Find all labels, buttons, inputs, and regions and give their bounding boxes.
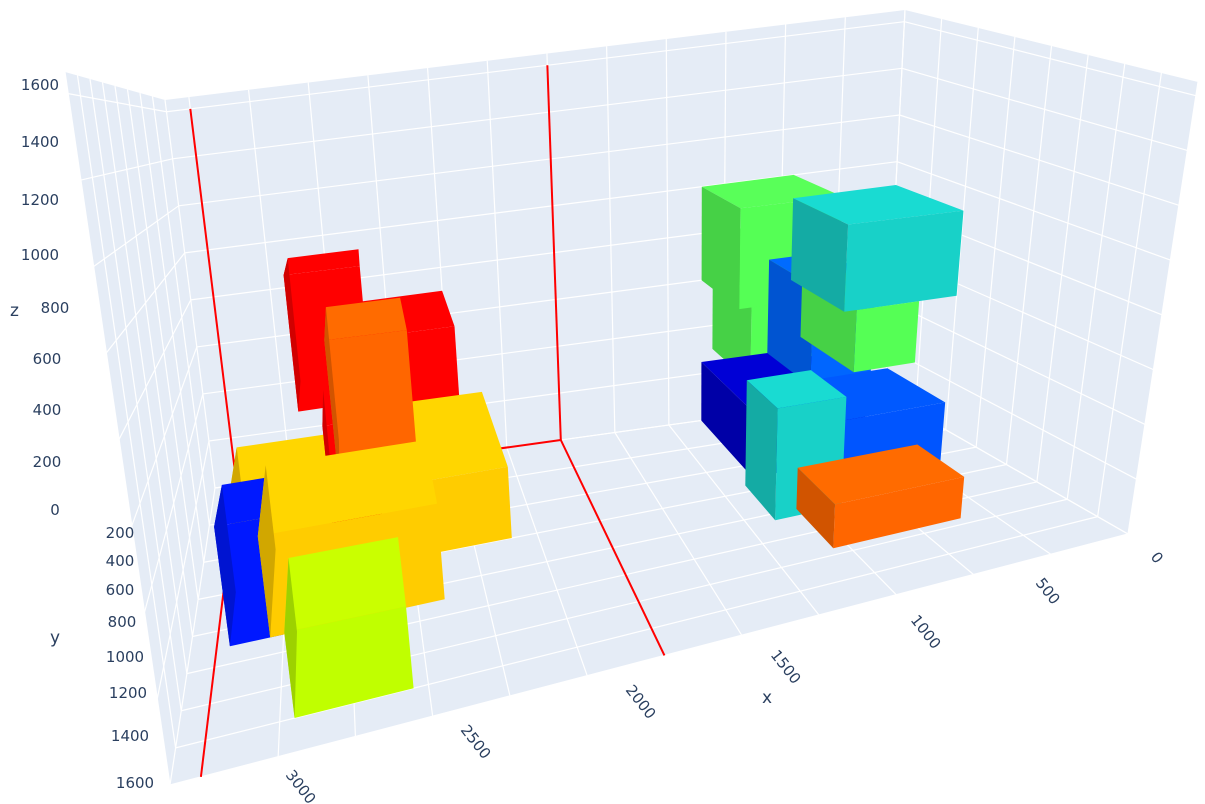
box-top [797,444,965,505]
y-tick-label: 600 [106,581,135,599]
z-tick-label: 1600 [21,76,59,94]
y-tick-label: 1400 [111,727,149,745]
gridline-y [89,78,182,711]
gridline-y [1066,63,1126,500]
gridline-y [151,96,210,526]
z-tick-label: 600 [33,350,62,368]
box-top [257,440,438,537]
x-tick-label: 500 [1032,574,1064,608]
data-boxes [214,174,965,718]
box-side [701,186,741,310]
x-axis-title: x [762,688,772,708]
gridline-y [76,75,177,748]
gridline-y [169,533,1129,786]
z-tick-label: 800 [41,299,70,317]
gridline-x [606,46,616,433]
box-front [853,301,920,373]
y-tick-label: 1600 [116,774,154,792]
y-tick-label: 1200 [109,684,147,702]
z-tick-label: 1400 [21,133,59,151]
box-side [283,258,301,412]
box-top [324,297,407,341]
box-front [284,606,414,718]
chart-walls [65,10,1198,785]
box-front [844,210,964,312]
gridline-z [184,161,898,254]
box-18 [796,444,965,549]
z-tick-label: 0 [50,501,60,519]
x-tick-label: 0 [1147,548,1167,567]
gridline-z [166,21,905,113]
box-side [796,467,835,549]
gridline-y [114,85,194,637]
gridline-y [975,36,1016,448]
z-tick-label: 200 [33,453,62,471]
container-edge [189,108,238,486]
y-tick-label: 800 [108,613,137,631]
box-top [284,537,406,633]
gridline-y [1127,81,1199,535]
y-tick-label: 200 [106,524,135,542]
gridline-y [164,99,216,489]
gridline-y [126,89,199,600]
y-tick-label: 1000 [106,648,144,666]
y-axis-title: y [50,628,60,648]
gridline-y [1097,72,1162,517]
box-17 [745,370,847,521]
z-tick-label: 1200 [21,191,59,209]
gridline-x [247,89,292,478]
box-side [701,362,754,478]
box-4 [284,537,414,718]
gridline-y [175,516,1098,749]
z-tick-label: 400 [33,401,62,419]
box-16 [791,185,964,312]
box-side [745,380,778,521]
x-tick-label: 2500 [457,721,495,762]
gridline-y [139,92,205,563]
box-side [214,484,236,647]
gridline-y [101,82,188,674]
gridline-z [172,67,903,160]
x-tick-label: 1500 [767,646,805,687]
gridline-x [665,39,670,426]
box-top [746,370,847,409]
x-tick-label: 1000 [907,611,945,652]
gridline-y [64,71,171,786]
box-side [791,198,849,312]
z-axis-title: z [10,301,19,321]
z-axis-ticks: 0 200 400 600 800 1000 1200 1400 1600 [21,76,69,519]
container-edge [559,439,666,656]
gridline-z [178,114,900,207]
gridline-y [1005,45,1053,465]
box-front [833,476,965,549]
container-edge [546,65,562,441]
gridline-x [486,60,508,448]
y-tick-label: 400 [106,552,135,570]
z-tick-label: 1000 [21,246,59,264]
x-tick-label: 2000 [622,681,660,722]
box-top [214,476,274,527]
box-side [257,465,276,638]
gridline-y [1036,54,1089,482]
box-top [283,249,360,276]
x-tick-label: 3000 [282,766,320,804]
y-axis-ticks: 200 400 600 800 1000 1200 1400 1600 [106,524,154,792]
side-wall [885,10,1198,534]
box-top [793,185,964,225]
box-side [324,307,340,495]
box-side [284,558,297,718]
